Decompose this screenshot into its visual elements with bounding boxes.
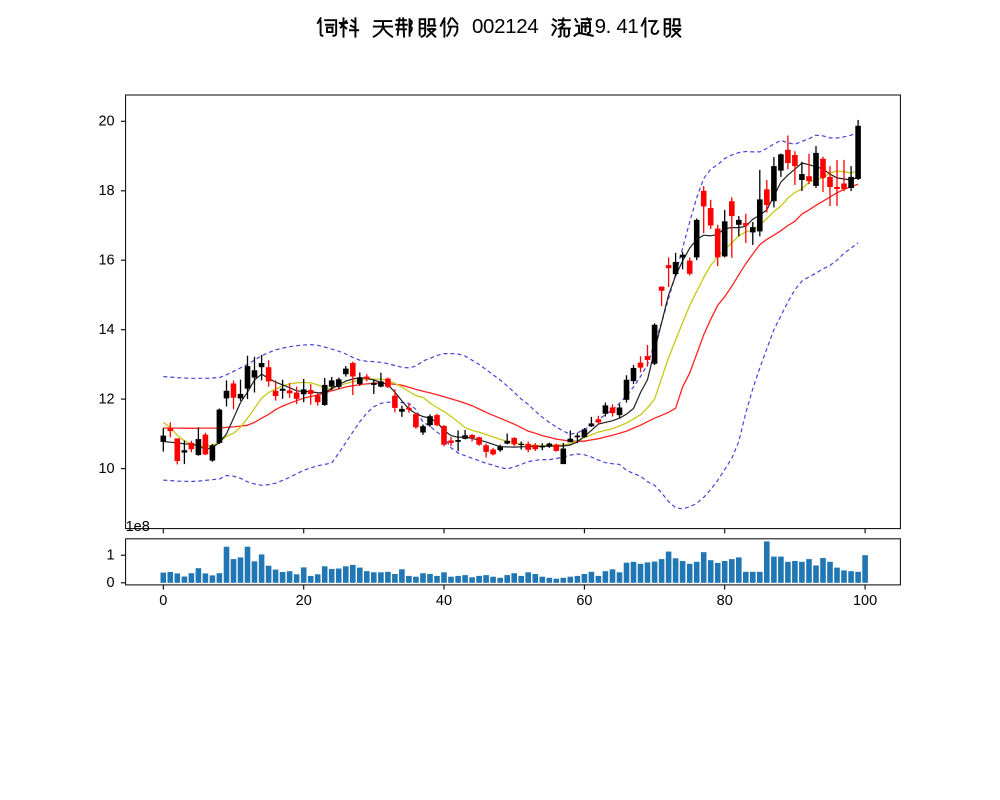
svg-text:9. 41: 9. 41 (595, 15, 639, 38)
svg-text:0: 0 (107, 575, 115, 591)
svg-text:10: 10 (98, 461, 114, 477)
svg-text:20: 20 (98, 114, 114, 130)
svg-text:14: 14 (98, 322, 114, 338)
svg-text:40: 40 (436, 593, 452, 609)
svg-text:80: 80 (717, 593, 733, 609)
svg-text:12: 12 (98, 391, 114, 407)
svg-text:18: 18 (98, 183, 114, 199)
svg-text:002124: 002124 (472, 15, 538, 38)
svg-text:0: 0 (159, 593, 167, 609)
svg-text:20: 20 (296, 593, 312, 609)
svg-text:60: 60 (576, 593, 592, 609)
svg-text:100: 100 (853, 593, 877, 609)
svg-text:1: 1 (107, 547, 115, 563)
svg-text:16: 16 (98, 252, 114, 268)
svg-text:1e8: 1e8 (126, 519, 150, 535)
